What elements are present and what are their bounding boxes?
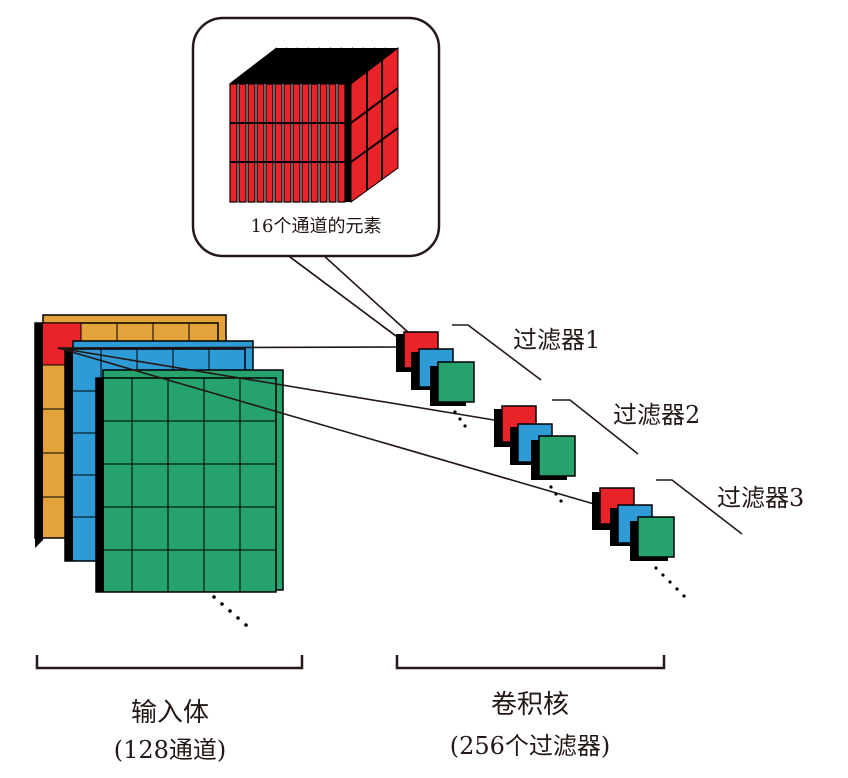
filter-2 (494, 399, 639, 503)
callout-caption: 16个通道的元素 (250, 216, 382, 237)
connection-lines (57, 346, 595, 505)
filter-1-label: 过滤器1 (513, 326, 601, 354)
kernels-bracket (395, 655, 666, 670)
filter-2-label: 过滤器2 (613, 401, 701, 429)
input-volume (34, 314, 284, 627)
input-volume-bracket (35, 655, 304, 670)
input-more-channels-dots (212, 595, 248, 627)
input-volume-subtitle: (128通道) (113, 736, 227, 764)
sixteen-channel-stack (229, 46, 399, 203)
filter-1 (396, 324, 542, 428)
filter-3 (592, 479, 743, 598)
input-volume-title: 输入体 (130, 698, 209, 728)
kernels-subtitle: (256个过滤器) (449, 732, 611, 760)
input-channel-green (95, 369, 284, 593)
channel-elements-callout (191, 16, 441, 337)
kernels-title: 卷积核 (490, 690, 569, 720)
filter-3-label: 过滤器3 (717, 484, 805, 512)
